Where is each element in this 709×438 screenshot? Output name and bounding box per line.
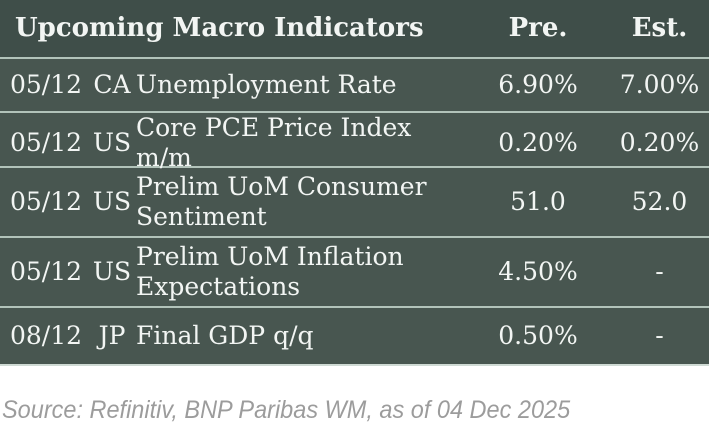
table-row: 05/12 US Prelim UoM Inflation Expectatio… xyxy=(0,236,709,306)
pre-value-cell: 6.90% xyxy=(498,70,578,99)
est-value-cell: - xyxy=(655,257,664,286)
table-row: 05/12 US Prelim UoM Consumer Sentiment 5… xyxy=(0,166,709,236)
pre-value-cell: 0.50% xyxy=(498,321,578,350)
est-value-cell: 0.20% xyxy=(619,128,700,157)
indicator-cell: Unemployment Rate xyxy=(136,70,397,99)
col-header-pre: Pre. xyxy=(508,12,568,43)
table-header-row: Upcoming Macro Indicators Pre. Est. xyxy=(0,0,709,57)
country-cell: US xyxy=(92,128,132,157)
indicator-cell: Prelim UoM Consumer Sentiment xyxy=(136,172,427,231)
table-row: 05/12 CA Unemployment Rate 6.90% 7.00% xyxy=(0,57,709,111)
source-area: Source: Refinitiv, BNP Paribas WM, as of… xyxy=(0,366,709,425)
source-note: Source: Refinitiv, BNP Paribas WM, as of… xyxy=(2,396,571,424)
indicator-cell: Core PCE Price Index m/m xyxy=(136,113,412,172)
country-cell: US xyxy=(92,187,132,216)
country-cell: CA xyxy=(93,70,131,99)
indicator-cell: Final GDP q/q xyxy=(136,321,314,350)
macro-indicators-table: Upcoming Macro Indicators Pre. Est. 05/1… xyxy=(0,0,709,366)
date-cell: 05/12 xyxy=(10,257,83,286)
country-cell: US xyxy=(92,257,132,286)
est-value-cell: - xyxy=(655,321,664,350)
col-header-est: Est. xyxy=(631,12,688,43)
table-row: 08/12 JP Final GDP q/q 0.50% - xyxy=(0,306,709,364)
pre-value-cell: 4.50% xyxy=(498,257,578,286)
pre-value-cell: 51.0 xyxy=(510,187,566,216)
table-title: Upcoming Macro Indicators xyxy=(15,12,424,43)
indicator-cell: Prelim UoM Inflation Expectations xyxy=(136,242,404,301)
est-value-cell: 52.0 xyxy=(631,187,688,216)
table-row: 05/12 US Core PCE Price Index m/m 0.20% … xyxy=(0,111,709,172)
date-cell: 05/12 xyxy=(10,187,83,216)
pre-value-cell: 0.20% xyxy=(498,128,578,157)
date-cell: 05/12 xyxy=(10,70,83,99)
date-cell: 05/12 xyxy=(10,128,83,157)
country-cell: JP xyxy=(98,321,126,350)
est-value-cell: 7.00% xyxy=(619,70,700,99)
date-cell: 08/12 xyxy=(10,321,83,350)
